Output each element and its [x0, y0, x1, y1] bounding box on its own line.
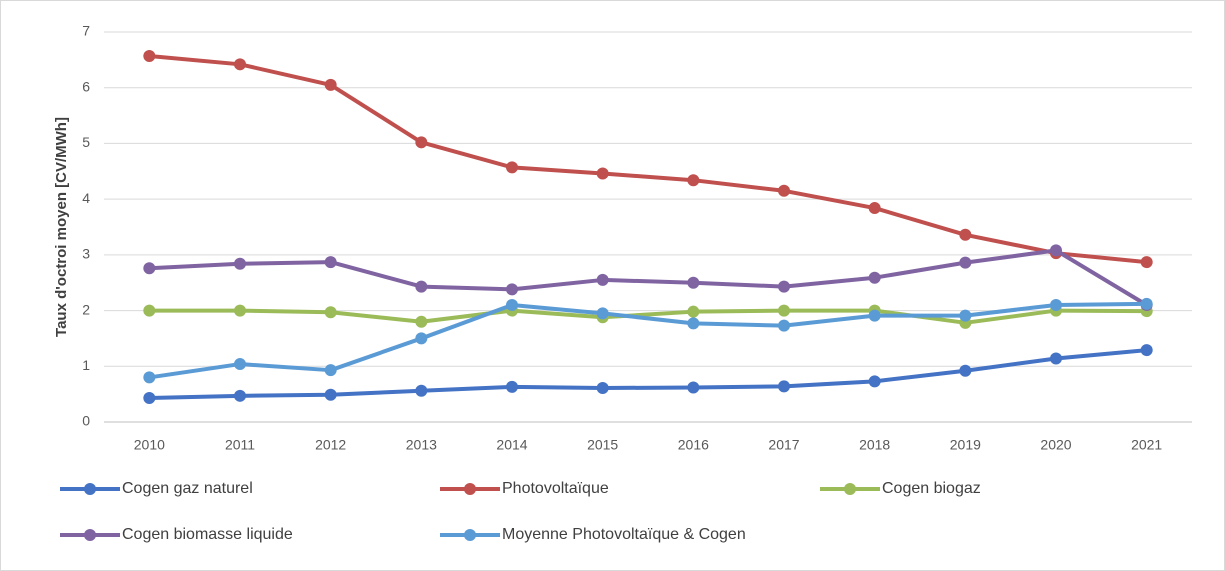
- series-line: [149, 348, 1147, 401]
- y-tick-label: 0: [82, 413, 90, 429]
- data-point: [687, 305, 700, 318]
- data-point: [324, 388, 337, 401]
- data-point: [415, 384, 428, 397]
- data-point: [1050, 352, 1062, 365]
- data-point: [868, 271, 881, 284]
- data-point: [778, 380, 790, 393]
- data-point: [687, 317, 700, 330]
- x-tick-label: 2019: [950, 437, 981, 453]
- data-point: [868, 375, 881, 388]
- y-tick-label: 7: [82, 23, 90, 39]
- data-point: [415, 332, 428, 345]
- data-point: [143, 262, 156, 275]
- data-point: [778, 280, 790, 293]
- x-tick-label: 2021: [1131, 437, 1162, 453]
- legend-label: Cogen biomasse liquide: [122, 526, 293, 543]
- x-tick-label: 2017: [768, 437, 799, 453]
- data-point: [506, 380, 518, 393]
- data-point: [143, 392, 156, 405]
- data-point: [506, 283, 518, 296]
- data-point: [778, 304, 790, 317]
- x-tick-label: 2020: [1040, 437, 1071, 453]
- data-point: [234, 358, 246, 371]
- data-point: [1140, 344, 1153, 357]
- y-tick-label: 2: [82, 301, 90, 317]
- data-point: [1140, 297, 1153, 310]
- x-tick-label: 2016: [678, 437, 709, 453]
- data-point: [959, 364, 972, 377]
- y-tick-label: 6: [82, 78, 90, 94]
- data-point: [324, 306, 337, 319]
- x-tick-label: 2014: [496, 437, 527, 453]
- data-point: [868, 309, 881, 322]
- legend-label: Cogen gaz naturel: [122, 480, 253, 497]
- data-point: [143, 49, 156, 62]
- data-point: [1140, 256, 1153, 269]
- data-point: [234, 58, 246, 71]
- data-point: [234, 304, 246, 317]
- data-point: [596, 167, 609, 180]
- data-point: [959, 256, 972, 269]
- data-point: [143, 304, 156, 317]
- data-point: [1050, 299, 1062, 311]
- y-tick-label: 1: [82, 357, 90, 373]
- data-point: [143, 371, 156, 384]
- x-tick-label: 2018: [859, 437, 890, 453]
- data-point: [596, 382, 609, 395]
- legend-marker: [464, 483, 476, 495]
- x-tick-label: 2012: [315, 437, 346, 453]
- data-point: [324, 78, 337, 91]
- data-point: [959, 309, 972, 322]
- legend-marker: [84, 483, 96, 495]
- series-line: [149, 308, 1147, 325]
- data-point: [596, 273, 609, 286]
- data-point: [415, 315, 428, 328]
- x-tick-label: 2013: [406, 437, 437, 453]
- data-point: [1050, 244, 1062, 257]
- data-point: [868, 202, 881, 215]
- legend-marker: [84, 529, 96, 541]
- data-point: [415, 280, 428, 293]
- legend-label: Photovoltaïque: [502, 480, 609, 497]
- legend-label: Cogen biogaz: [882, 480, 981, 497]
- data-point: [687, 276, 700, 289]
- data-point: [324, 364, 337, 377]
- y-tick-label: 5: [82, 134, 90, 150]
- data-point: [324, 256, 337, 269]
- y-tick-label: 4: [82, 190, 90, 206]
- legend-marker: [464, 529, 476, 541]
- data-point: [506, 161, 518, 174]
- data-point: [596, 307, 609, 320]
- x-tick-label: 2011: [225, 437, 255, 453]
- legend-label: Moyenne Photovoltaïque & Cogen: [502, 526, 746, 543]
- series-line: [149, 53, 1147, 265]
- series-line: [149, 248, 1148, 307]
- data-point: [778, 319, 790, 332]
- data-point: [234, 389, 246, 402]
- x-tick-label: 2015: [587, 437, 618, 453]
- data-point: [687, 174, 700, 187]
- legend-marker: [844, 483, 856, 495]
- y-axis-title: Taux d'octroi moyen [CV/MWh]: [53, 117, 70, 337]
- data-point: [506, 299, 518, 311]
- x-tick-label: 2010: [134, 437, 165, 453]
- series-line: [149, 301, 1147, 380]
- data-point: [778, 184, 790, 197]
- data-point: [415, 136, 428, 149]
- data-point: [687, 381, 700, 394]
- data-point: [959, 228, 972, 241]
- data-point: [234, 257, 246, 270]
- y-tick-label: 3: [82, 246, 90, 262]
